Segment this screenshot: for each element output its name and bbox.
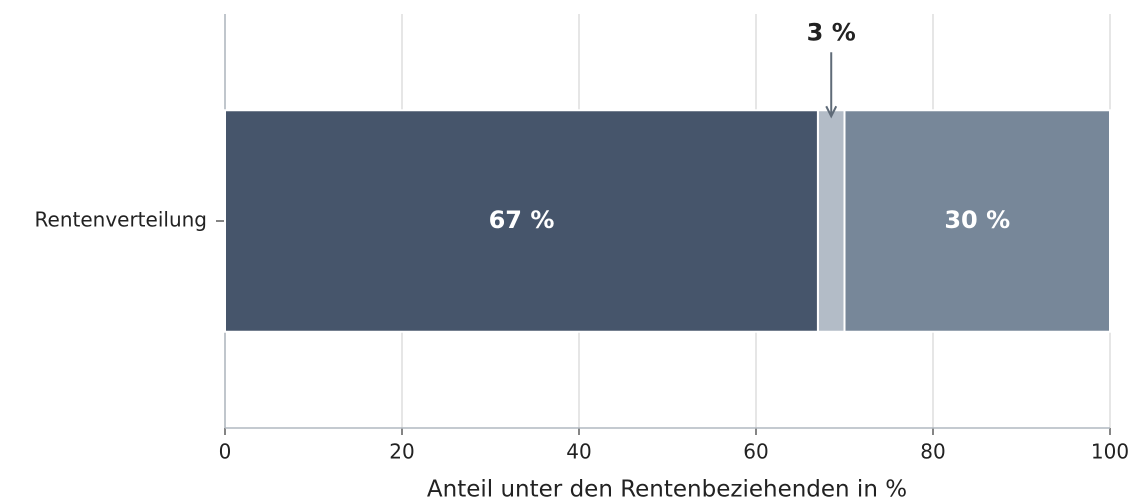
annotation-arrowhead — [825, 105, 838, 119]
x-axis-label: Anteil unter den Rentenbeziehenden in % — [427, 477, 907, 502]
data-label: 3 % — [807, 18, 856, 46]
x-tick-label: 40 — [566, 440, 591, 464]
x-tick-label: 80 — [920, 440, 945, 464]
x-tick-label: 0 — [219, 440, 232, 464]
bar-segment — [843, 109, 1111, 333]
bar-segment — [224, 109, 819, 333]
bar-segment — [816, 109, 846, 333]
x-tick-label: 20 — [389, 440, 414, 464]
data-label: 30 % — [944, 206, 1010, 234]
data-label: 67 % — [489, 206, 555, 234]
y-tick-label: Rentenverteilung — [35, 208, 207, 232]
x-tick-label: 60 — [743, 440, 768, 464]
x-tick-label: 100 — [1091, 440, 1129, 464]
